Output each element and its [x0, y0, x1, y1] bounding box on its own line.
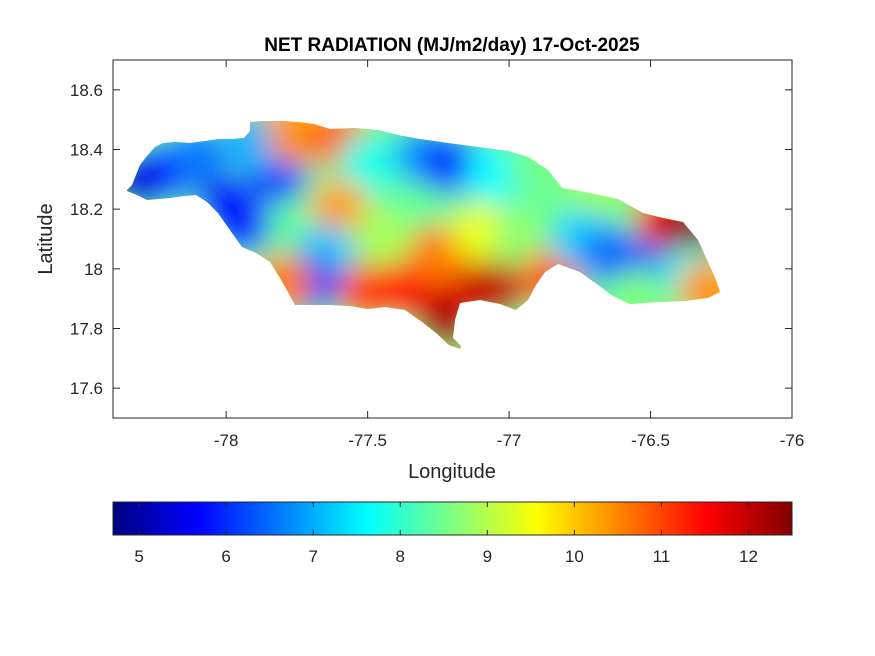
x-tick-label: -77.5	[348, 431, 387, 450]
colorbar-tick-label: 8	[396, 547, 405, 566]
x-tick-label: -76.5	[631, 431, 670, 450]
y-tick-label: 17.8	[70, 320, 103, 339]
colorbar-tick-label: 9	[483, 547, 492, 566]
chart-title: NET RADIATION (MJ/m2/day) 17-Oct-2025	[264, 35, 640, 56]
colorbar-tick-label: 12	[739, 547, 758, 566]
value-point	[337, 134, 398, 195]
x-axis-label: Longitude	[408, 461, 496, 483]
y-axis-label: Latitude	[35, 203, 57, 274]
y-tick-label: 18.4	[70, 141, 103, 160]
colorbar-tick-label: 5	[134, 547, 143, 566]
colorbar-tick-label: 10	[565, 547, 584, 566]
colorbar-tick-label: 11	[653, 547, 671, 566]
y-tick-label: 18.6	[70, 81, 103, 100]
y-tick-label: 18	[84, 260, 103, 279]
value-point	[351, 209, 412, 269]
x-tick-label: -77	[497, 431, 522, 450]
colorbar	[112, 501, 793, 536]
x-axis: -78 -77.5 -77 -76.5 -76	[214, 60, 804, 450]
x-tick-label: -78	[214, 431, 239, 450]
x-tick-label: -76	[780, 431, 805, 450]
colorbar-ticks: 5 6 7 8 9 10 11 12	[134, 502, 758, 566]
colorbar-tick-label: 7	[308, 547, 317, 566]
y-tick-label: 18.2	[70, 200, 103, 219]
colorbar-tick-label: 6	[221, 547, 230, 566]
y-axis: 17.6 17.8 18 18.2 18.4 18.6	[70, 81, 792, 398]
y-tick-label: 17.6	[70, 379, 103, 398]
